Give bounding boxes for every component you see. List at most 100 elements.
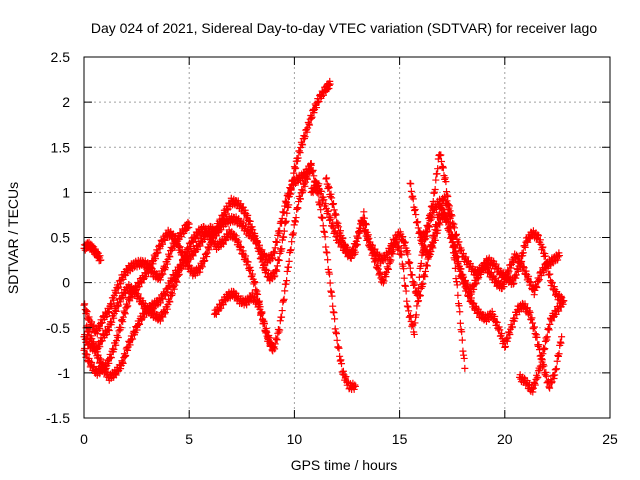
data-point — [96, 343, 104, 351]
x-tick-label: 10 — [287, 431, 303, 447]
data-point — [170, 236, 178, 244]
data-point — [235, 237, 243, 245]
data-point — [422, 261, 430, 269]
data-point — [292, 214, 300, 222]
data-point — [362, 220, 370, 228]
data-point — [403, 297, 411, 305]
data-point — [285, 263, 293, 271]
data-point — [85, 313, 93, 321]
data-point — [119, 359, 127, 367]
data-point — [278, 245, 286, 253]
data-point — [534, 373, 542, 381]
data-point — [438, 202, 446, 210]
data-point — [548, 279, 556, 287]
data-point — [487, 268, 495, 276]
data-point — [412, 211, 420, 219]
data-point — [413, 291, 421, 299]
data-point — [384, 264, 392, 272]
data-point — [272, 266, 280, 274]
data-point — [307, 161, 315, 169]
data-point — [380, 277, 388, 285]
data-point — [360, 214, 368, 222]
data-point — [433, 170, 441, 178]
data-point — [320, 196, 328, 204]
data-point — [414, 224, 422, 232]
data-point — [126, 297, 134, 305]
data-point — [509, 259, 517, 267]
data-point — [508, 323, 516, 331]
y-axis-label: SDTVAR / TECUs — [5, 182, 21, 294]
data-point — [110, 345, 118, 353]
data-point — [276, 317, 284, 325]
chart-title: Day 024 of 2021, Sidereal Day-to-day VTE… — [91, 20, 598, 36]
data-point — [85, 328, 93, 336]
data-point — [112, 288, 120, 296]
data-point — [548, 317, 556, 325]
data-point — [545, 383, 553, 391]
data-point — [421, 267, 429, 275]
data-point — [117, 365, 125, 373]
data-point — [283, 267, 291, 275]
data-point — [520, 263, 528, 271]
data-point — [332, 211, 340, 219]
data-point — [529, 319, 537, 327]
data-point — [491, 312, 499, 320]
data-point — [200, 257, 208, 265]
data-point — [501, 342, 509, 350]
data-point — [217, 219, 225, 227]
data-point — [535, 341, 543, 349]
data-point — [288, 177, 296, 185]
data-point — [384, 265, 392, 273]
data-point — [287, 185, 295, 193]
data-point — [306, 121, 314, 129]
data-point — [514, 267, 522, 275]
data-point — [396, 250, 404, 258]
data-point — [501, 343, 509, 351]
data-point — [117, 298, 125, 306]
data-point — [421, 273, 429, 281]
data-point — [287, 190, 295, 198]
data-point — [461, 276, 469, 284]
data-point — [247, 266, 255, 274]
data-point — [536, 366, 544, 374]
data-point — [271, 244, 279, 252]
data-point — [338, 360, 346, 368]
y-tick-label: 1.5 — [51, 139, 71, 155]
data-point — [275, 256, 283, 264]
data-point — [493, 318, 501, 326]
data-point — [273, 262, 281, 270]
data-point — [455, 302, 463, 310]
data-point — [351, 381, 359, 389]
data-point — [442, 178, 450, 186]
data-point — [324, 256, 332, 264]
y-tick-label: 2 — [62, 94, 70, 110]
data-point — [175, 271, 183, 279]
data-point — [319, 222, 327, 230]
data-point — [408, 271, 416, 279]
data-point — [212, 229, 220, 237]
data-point — [280, 233, 288, 241]
data-point — [414, 288, 422, 296]
data-point — [273, 267, 281, 275]
series-trace-f — [210, 287, 275, 350]
data-point — [330, 309, 338, 317]
data-point — [357, 224, 365, 232]
data-point — [538, 356, 546, 364]
data-point — [145, 269, 153, 277]
data-point — [405, 260, 413, 268]
data-point — [458, 328, 466, 336]
data-point — [424, 227, 432, 235]
data-point — [317, 187, 325, 195]
data-point — [129, 335, 137, 343]
data-point — [112, 341, 120, 349]
data-point — [548, 379, 556, 387]
data-point — [166, 253, 174, 261]
data-point — [512, 274, 520, 282]
data-point — [276, 326, 284, 334]
data-point — [524, 238, 532, 246]
data-point — [534, 342, 542, 350]
data-point — [542, 372, 550, 380]
data-point — [163, 260, 171, 268]
data-point — [456, 308, 464, 316]
